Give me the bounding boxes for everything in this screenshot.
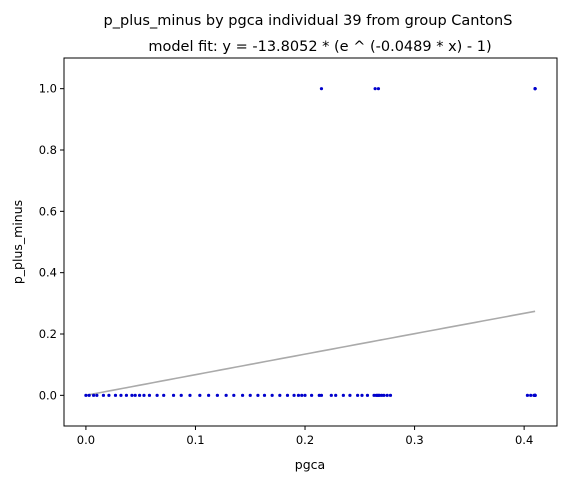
data-point [130,393,134,397]
data-point [385,393,389,397]
x-tick-label: 0.2 [296,433,314,447]
y-tick-label: 0.4 [39,266,57,280]
data-point [142,393,146,397]
chart-title: p_plus_minus by pgca individual 39 from … [104,13,513,29]
data-point [341,393,345,397]
data-point [95,393,99,397]
data-point [329,393,333,397]
fit-line [85,310,536,397]
x-tick-label: 0.1 [186,433,204,447]
plot-frame [63,57,558,427]
data-point [285,393,290,397]
data-points [84,87,537,397]
data-point [207,393,211,397]
data-point [372,393,376,397]
y-tick-label: 0.0 [39,388,57,402]
x-tick-label: 0.0 [77,433,95,447]
data-point [533,87,537,91]
data-point [248,393,252,397]
data-point [87,393,91,397]
data-point [124,393,129,397]
data-point [278,393,282,397]
data-point [84,393,88,397]
data-point [270,393,274,397]
x-tick-label: 0.4 [515,433,533,447]
data-point [171,393,176,397]
data-point [256,393,260,397]
data-point [188,393,192,397]
chart-subtitle: model fit: y = -13.8052 * (e ^ (-0.0489 … [148,39,491,55]
data-point [319,393,324,397]
data-point [356,393,360,397]
data-point [334,393,338,397]
data-point [137,393,142,397]
data-point [529,393,533,397]
data-point [365,393,370,397]
x-axis-label: pgca [295,457,325,472]
data-point [107,393,111,397]
data-point [91,393,96,397]
x-tick-label: 0.3 [405,433,423,447]
data-point [133,393,137,397]
data-point [296,393,301,397]
data-point [376,87,381,91]
data-point [232,393,236,397]
data-point [119,393,123,397]
y-tick-label: 0.6 [39,204,57,218]
data-point [147,393,152,397]
fit-line-group [85,310,536,397]
data-point [224,393,228,397]
data-point [101,393,106,397]
data-point [525,393,530,397]
data-point [262,393,267,397]
data-point [155,393,159,397]
data-point [309,393,314,397]
data-point [292,393,296,397]
y-tick-label: 0.8 [39,143,57,157]
data-point [303,393,307,397]
data-point [179,393,183,397]
data-point [215,393,219,397]
data-point [377,393,382,397]
y-tick-label: 1.0 [39,82,57,96]
data-point [319,87,324,91]
data-point [533,393,537,397]
data-point [113,393,118,397]
y-tick-label: 0.2 [39,327,57,341]
data-point [382,393,386,397]
data-point [317,393,321,397]
data-point [388,393,393,397]
axis-ticks: 0.0 0.1 0.2 0.3 0.4 0.0 0.2 0.4 0.6 0.8 1.0 [39,82,534,447]
data-point [360,393,364,397]
data-point [373,87,377,91]
y-axis-label: p_plus_minus [10,200,25,284]
data-point [240,393,245,397]
data-point [300,393,304,397]
data-point [380,393,384,397]
data-point [162,393,166,397]
data-point [198,393,202,397]
data-point [348,393,352,397]
